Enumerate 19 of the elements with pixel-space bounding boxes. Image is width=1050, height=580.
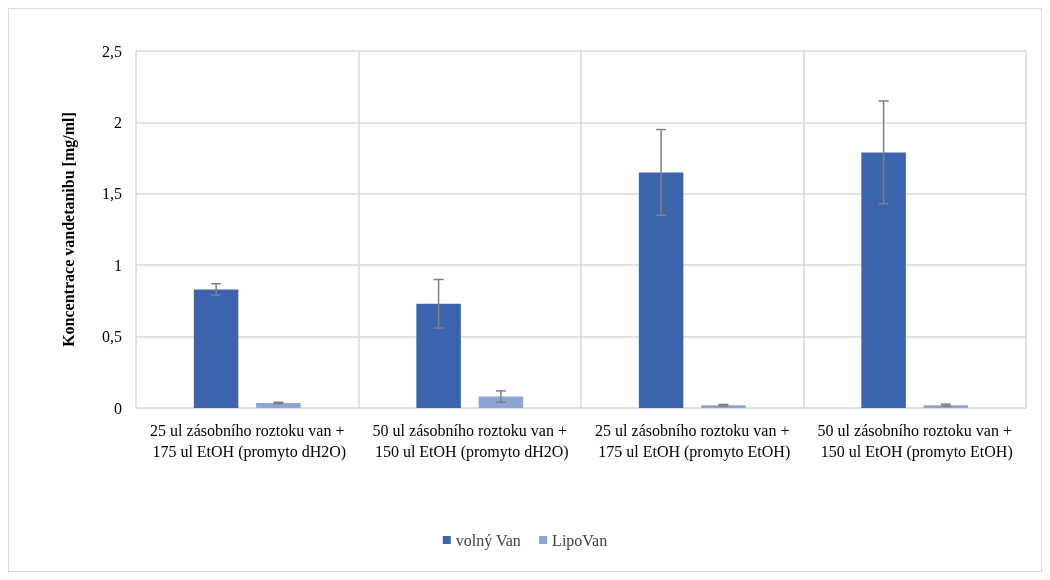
bar: [478, 396, 524, 408]
x-tick-label: 50 ul zásobního roztoku van + 150 ul EtOH (promyto dH2O): [370, 422, 569, 461]
bar: [861, 152, 906, 408]
y-tick-label: 0,5: [102, 328, 122, 346]
bar: [193, 289, 239, 408]
legend-label: volný Van: [455, 531, 521, 550]
y-tick-label: 2,5: [102, 42, 122, 60]
x-tick-label: 25 ul zásobního roztoku van + 175 ul EtOH (promyto EtOH): [594, 422, 791, 461]
y-tick-label: 2: [114, 113, 122, 131]
bar: [256, 403, 301, 408]
x-tick-label: 50 ul zásobního roztoku van + 150 ul EtOH (promyto EtOH): [816, 422, 1013, 461]
bar: [638, 172, 684, 408]
bar: [416, 303, 461, 408]
y-axis-title: Koncentrace vandetanibu [mg/ml]: [59, 112, 78, 347]
legend-label: LipoVan: [552, 531, 608, 550]
y-tick-label: 0: [114, 399, 122, 417]
y-tick-label: 1,5: [102, 185, 122, 203]
x-tick-label: 25 ul zásobního roztoku van + 175 ul EtOH (promyto dH2O): [148, 422, 347, 461]
y-tick-label: 1: [114, 256, 122, 274]
